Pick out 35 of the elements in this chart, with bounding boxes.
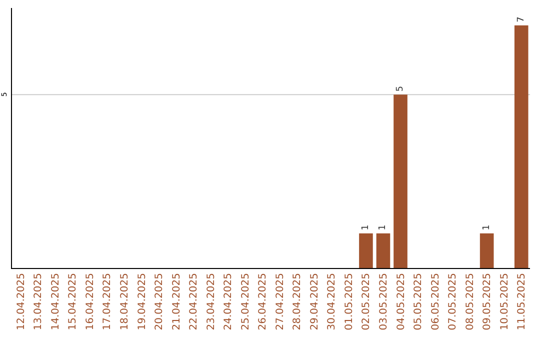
x-tick-label: 08.05.2025	[464, 273, 476, 330]
data-label: 7	[516, 16, 526, 22]
data-label: 1	[378, 224, 388, 230]
x-tick-label: 06.05.2025	[430, 273, 442, 330]
x-tick-label: 21.04.2025	[171, 273, 182, 330]
x-tick-label: 20.04.2025	[154, 273, 166, 330]
x-tick-label: 27.04.2025	[274, 273, 286, 330]
x-tick-label: 02.05.2025	[361, 273, 372, 330]
x-tick-label: 26.04.2025	[258, 273, 269, 330]
x-tick-label: 19.04.2025	[136, 273, 148, 330]
x-tick-label: 23.04.2025	[206, 273, 217, 330]
x-tick-label: 18.04.2025	[119, 273, 130, 330]
data-label: 5	[396, 86, 406, 92]
x-tick-label: 29.04.2025	[309, 273, 320, 330]
x-tick-label: 17.04.2025	[102, 273, 114, 330]
x-tick-label: 22.04.2025	[188, 273, 200, 330]
x-tick-label: 01.05.2025	[344, 273, 355, 330]
data-label: 1	[360, 224, 371, 230]
x-tick-label: 15.04.2025	[68, 273, 79, 330]
x-tick-label: 28.04.2025	[292, 273, 304, 330]
x-tick-label: 12.04.2025	[16, 273, 27, 330]
x-tick-label: 07.05.2025	[448, 273, 459, 330]
x-tick-label: 09.05.2025	[482, 273, 494, 330]
x-tick-label: 10.05.2025	[499, 273, 510, 330]
x-tick-label: 11.05.2025	[516, 273, 528, 330]
x-tick-label: 30.04.2025	[326, 273, 338, 330]
x-tick-label: 13.04.2025	[33, 273, 44, 330]
x-tick-label: 04.05.2025	[396, 273, 407, 330]
x-tick-label: 03.05.2025	[378, 273, 390, 330]
x-tick-label: 24.04.2025	[223, 273, 234, 330]
x-tick-label: 14.04.2025	[50, 273, 62, 330]
x-tick-label: 25.04.2025	[240, 273, 252, 330]
x-tick-label: 05.05.2025	[413, 273, 424, 330]
x-tick-label: 16.04.2025	[84, 273, 96, 330]
data-label: 1	[482, 224, 492, 230]
